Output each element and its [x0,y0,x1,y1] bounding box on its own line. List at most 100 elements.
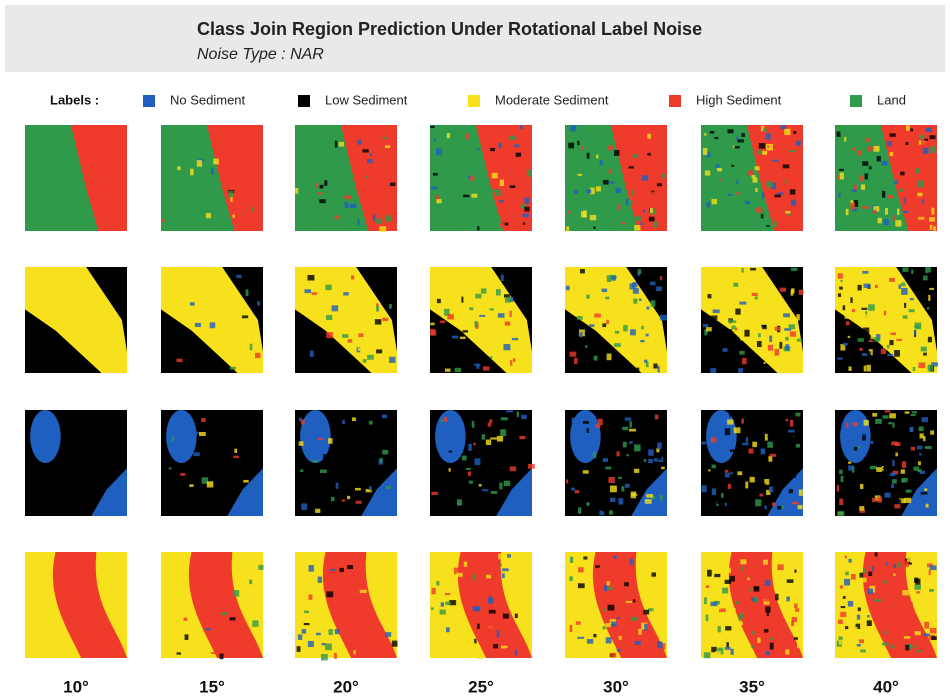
noise-speck [586,294,590,299]
prediction-map [835,125,937,231]
noise-speck [637,353,642,358]
noise-speck [706,327,712,332]
noise-speck [251,207,255,212]
noise-speck [840,279,843,284]
noise-speck [840,611,847,618]
noise-speck [618,498,624,505]
noise-speck [711,488,717,496]
noise-speck [840,606,846,609]
noise-speck [648,449,654,456]
noise-speck [729,508,733,515]
noise-speck [849,449,853,455]
noise-speck [491,506,495,511]
noise-speck [498,199,504,203]
noise-speck [784,328,792,331]
noise-speck [837,273,843,279]
noise-speck [445,601,451,606]
noise-speck [647,152,651,156]
noise-speck [785,285,791,292]
noise-speck [598,196,603,201]
noise-speck [201,417,206,422]
noise-speck [887,141,893,147]
noise-speck [471,193,478,198]
noise-speck [762,559,768,565]
prediction-map [565,267,668,373]
noise-speck [257,301,261,306]
noise-speck [857,446,861,449]
noise-speck [654,414,659,420]
noise-speck [236,274,242,279]
noise-speck [883,310,887,316]
noise-speck [791,288,795,294]
noise-speck [721,604,729,611]
noise-speck [701,485,707,493]
noise-speck [608,181,615,184]
noise-speck [168,467,172,470]
noise-speck [914,325,920,329]
noise-speck [787,211,792,216]
noise-speck [798,489,803,496]
noise-speck [895,452,898,457]
noise-speck [621,222,626,225]
noise-speck [852,147,856,152]
noise-speck [610,652,617,658]
noise-speck [716,499,721,505]
noise-speck [241,315,249,319]
noise-speck [919,452,922,456]
noise-speck [473,442,476,446]
noise-speck [885,416,893,419]
noise-speck [881,190,886,198]
noise-speck [519,435,526,440]
noise-speck [748,170,754,176]
noise-speck [906,627,913,634]
noise-speck [740,622,744,625]
noise-speck [485,625,493,632]
noise-speck [868,349,873,356]
noise-speck [745,436,749,443]
noise-speck [586,152,590,159]
noise-speck [912,366,916,371]
noise-speck [918,461,921,466]
noise-speck [640,222,643,226]
noise-speck [716,167,723,172]
noise-speck [193,179,199,183]
noise-speck [764,479,770,485]
noise-speck [897,186,900,194]
noise-speck [607,604,615,611]
noise-speck [786,596,790,602]
noise-speck [909,426,914,432]
noise-speck [839,286,843,290]
noise-speck [873,145,880,152]
noise-speck [245,289,249,297]
legend-swatch [669,95,681,107]
noise-speck [766,180,773,188]
noise-speck [790,212,797,216]
noise-speck [467,175,471,178]
noise-speck [717,647,724,655]
noise-speck [309,579,314,583]
noise-speck [874,599,881,603]
noise-speck [309,350,314,357]
noise-speck [589,214,597,221]
noise-speck [921,139,926,146]
noise-speck [581,586,585,592]
column-label: 25° [468,677,494,696]
noise-speck [495,289,501,296]
noise-speck [367,354,374,360]
noise-speck [710,368,717,374]
noise-speck [751,482,758,487]
noise-speck [641,325,644,330]
noise-speck [189,286,196,289]
noise-speck [915,168,920,174]
noise-speck [862,161,869,166]
noise-speck [499,482,503,490]
noise-speck [729,410,734,417]
noise-speck [604,641,611,648]
noise-speck [925,503,929,508]
prediction-map [565,125,667,232]
noise-speck [898,498,906,504]
noise-speck [500,429,507,437]
noise-speck [926,307,930,310]
noise-speck [764,596,771,602]
noise-speck [491,172,498,179]
